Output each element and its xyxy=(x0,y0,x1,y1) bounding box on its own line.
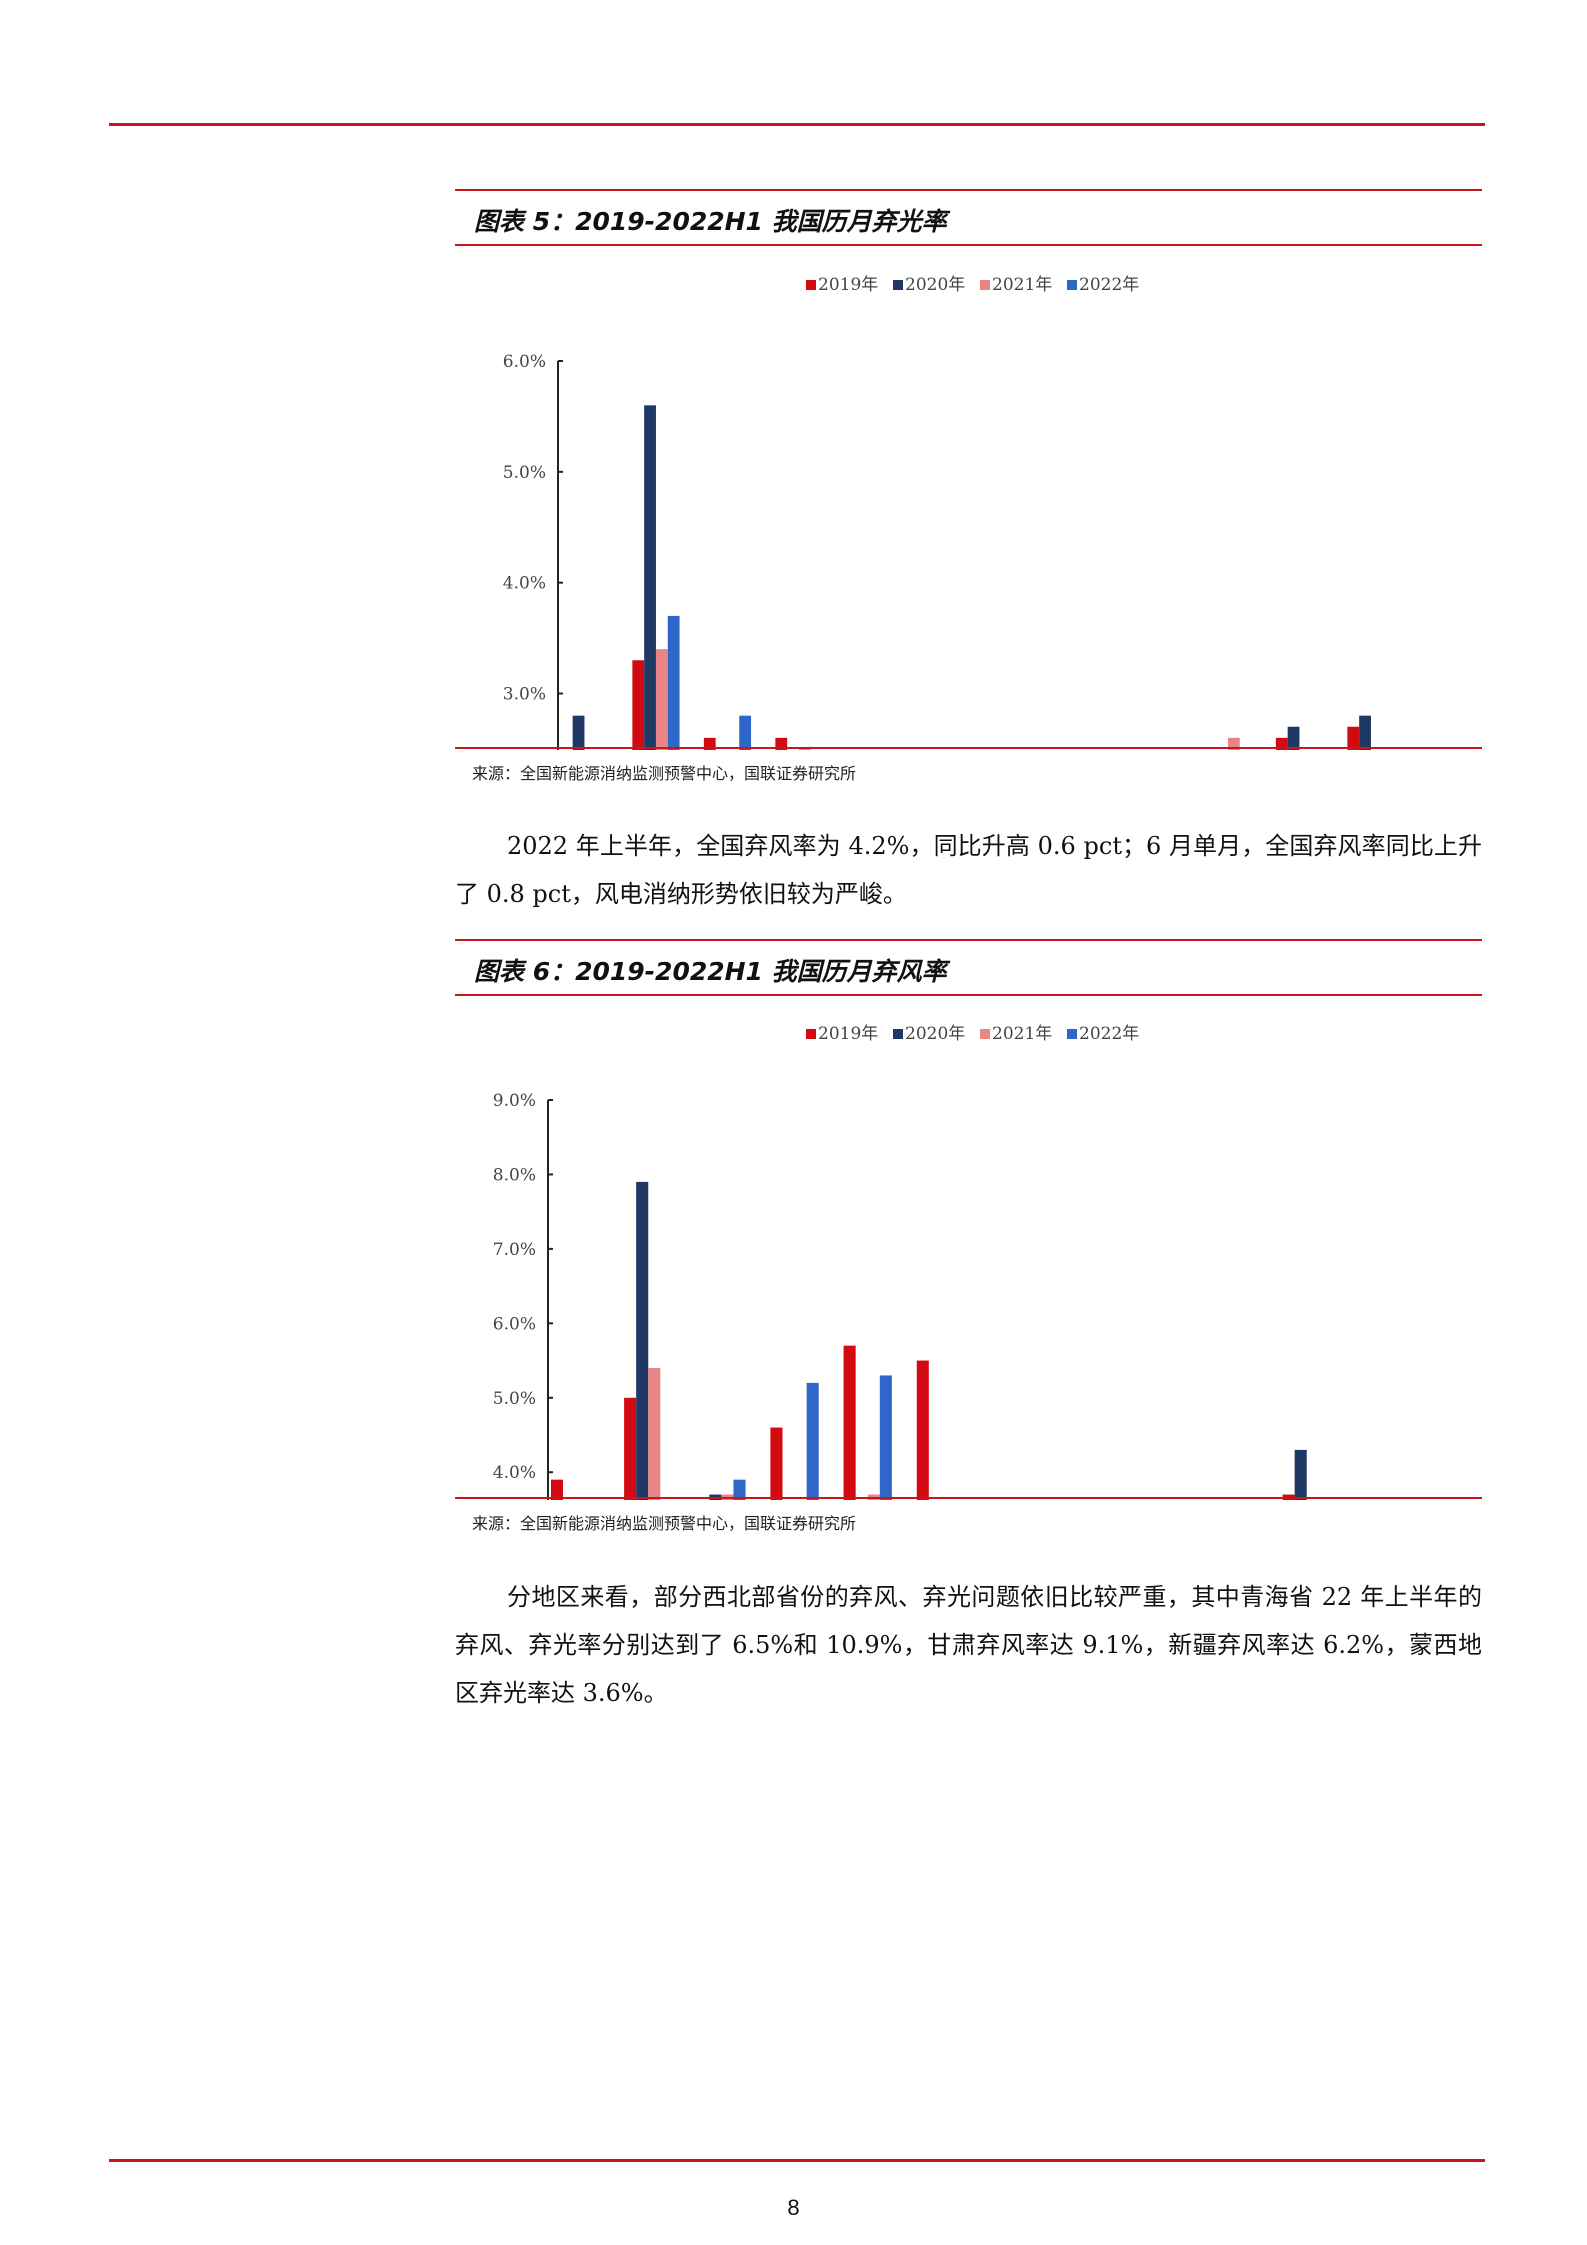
bar-2019年-3月 xyxy=(703,737,716,750)
bar-2019年-5月 xyxy=(843,1345,856,1500)
fig5-top-rule xyxy=(455,189,1482,191)
legend-label: 2020年 xyxy=(905,1024,965,1044)
y-tick-label: 6.0% xyxy=(493,1314,536,1334)
y-tick-label: 5.0% xyxy=(503,463,546,483)
y-tick-label: 4.0% xyxy=(493,1463,536,1483)
legend-swatch xyxy=(806,1029,816,1039)
legend-label: 2022年 xyxy=(1079,275,1139,295)
legend-swatch xyxy=(1067,1029,1077,1039)
y-tick-label: 4.0% xyxy=(503,574,546,594)
bar-2021年-2月 xyxy=(655,649,668,750)
legend-label: 2019年 xyxy=(818,275,878,295)
bar-2019年-4月 xyxy=(775,737,788,750)
fig6-top-rule xyxy=(455,939,1482,941)
legend-swatch xyxy=(893,280,903,290)
bar-2020年-11月 xyxy=(1294,1449,1307,1500)
bar-2022年-4月 xyxy=(806,1382,819,1500)
bar-2020年-1月 xyxy=(572,715,585,750)
bar-2020年-11月 xyxy=(1287,726,1300,750)
y-tick-label: 5.0% xyxy=(493,1389,536,1409)
bar-2022年-5月 xyxy=(879,1375,892,1500)
paragraph-2: 分地区来看，部分西北部省份的弃风、弃光问题依旧比较严重，其中青海省 22 年上半… xyxy=(455,1583,1482,1707)
bar-2021年-4月 xyxy=(798,748,811,750)
bar-2021年-10月 xyxy=(1227,737,1240,750)
fig5-title-rule xyxy=(455,244,1482,246)
legend-swatch xyxy=(806,280,816,290)
fig6-bottom-rule xyxy=(455,1497,1482,1499)
y-tick-label: 9.0% xyxy=(493,1091,536,1111)
legend-label: 2020年 xyxy=(905,275,965,295)
bar-2019年-12月 xyxy=(1347,726,1360,750)
legend-label: 2019年 xyxy=(818,1024,878,1044)
fig5-bottom-rule xyxy=(455,747,1482,749)
fig5-source: 来源：全国新能源消纳监测预警中心，国联证券研究所 xyxy=(472,764,857,783)
legend-label: 2021年 xyxy=(992,1024,1052,1044)
bar-2021年-2月 xyxy=(648,1368,661,1500)
legend-label: 2021年 xyxy=(992,275,1052,295)
bar-2019年-4月 xyxy=(770,1427,783,1500)
bar-2019年-11月 xyxy=(1275,737,1288,750)
fig5-title: 图表 5：2019-2022H1 我国历月弃光率 xyxy=(474,207,947,236)
fig6-source: 来源：全国新能源消纳监测预警中心，国联证券研究所 xyxy=(472,1514,857,1533)
bar-2019年-6月 xyxy=(916,1360,929,1500)
paragraph-1: 2022 年上半年，全国弃风率为 4.2%，同比升高 0.6 pct；6 月单月… xyxy=(455,832,1482,908)
fig6-chart: 2019年2020年2021年2022年0.0%1.0%2.0%3.0%4.0%… xyxy=(493,1024,1307,1500)
bar-2022年-2月 xyxy=(667,615,680,750)
header-rule xyxy=(109,123,1485,126)
page-number: 8 xyxy=(787,2195,800,2220)
bar-2019年-2月 xyxy=(624,1397,637,1500)
y-tick-label: 8.0% xyxy=(493,1165,536,1185)
legend-swatch xyxy=(1067,280,1077,290)
footer-rule xyxy=(109,2159,1485,2162)
bar-2019年-1月 xyxy=(550,1479,563,1500)
fig6-title: 图表 6：2019-2022H1 我国历月弃风率 xyxy=(474,957,947,986)
bar-2022年-3月 xyxy=(739,715,752,750)
y-tick-label: 7.0% xyxy=(493,1240,536,1260)
bar-2019年-2月 xyxy=(632,660,645,750)
fig5-chart: 2019年2020年2021年2022年0.0%1.0%2.0%3.0%4.0%… xyxy=(503,275,1371,750)
legend-swatch xyxy=(980,280,990,290)
bar-2022年-3月 xyxy=(733,1479,746,1500)
y-tick-label: 6.0% xyxy=(503,352,546,372)
bar-2020年-2月 xyxy=(636,1181,649,1500)
legend-label: 2022年 xyxy=(1079,1024,1139,1044)
legend-swatch xyxy=(980,1029,990,1039)
y-tick-label: 3.0% xyxy=(503,685,546,705)
fig6-title-rule xyxy=(455,994,1482,996)
legend-swatch xyxy=(893,1029,903,1039)
bar-2020年-12月 xyxy=(1359,715,1371,750)
bar-2020年-2月 xyxy=(644,405,656,750)
